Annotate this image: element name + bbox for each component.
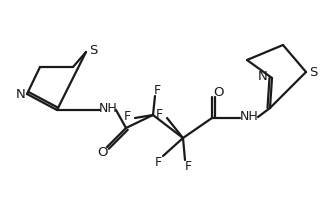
Text: S: S bbox=[309, 67, 317, 80]
Text: N: N bbox=[258, 69, 268, 82]
Text: F: F bbox=[156, 107, 163, 120]
Text: NH: NH bbox=[240, 110, 258, 124]
Text: O: O bbox=[213, 86, 223, 99]
Text: F: F bbox=[123, 109, 131, 122]
Text: F: F bbox=[155, 156, 162, 168]
Text: S: S bbox=[89, 44, 97, 57]
Text: F: F bbox=[184, 160, 191, 173]
Text: NH: NH bbox=[98, 103, 117, 116]
Text: O: O bbox=[97, 147, 107, 160]
Text: F: F bbox=[154, 84, 161, 97]
Text: N: N bbox=[16, 88, 26, 101]
